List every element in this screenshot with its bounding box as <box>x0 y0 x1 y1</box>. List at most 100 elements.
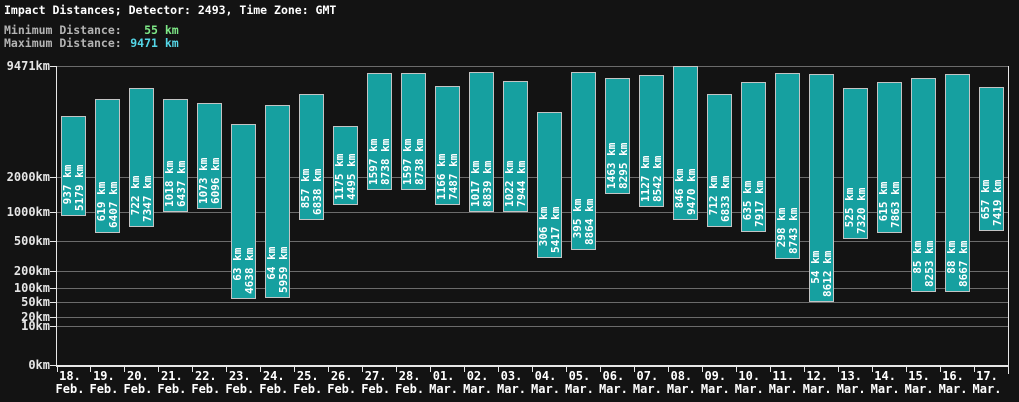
bar-range-label: 1127 km 8542 km <box>639 156 664 202</box>
x-axis-tick <box>599 367 601 372</box>
x-axis-tick <box>192 367 194 372</box>
x-axis-tick <box>701 367 703 372</box>
x-tick-label: 08. Mar. <box>666 369 696 396</box>
bar-min-label: 525 km <box>842 188 856 228</box>
bar-min-label: 1175 km <box>333 153 347 201</box>
y-axis-tick <box>50 364 56 366</box>
bar-max-label: 7863 km <box>888 181 902 229</box>
x-tick-label: 09. Mar. <box>700 369 730 396</box>
x-tick-label: 20. Feb. <box>123 369 153 396</box>
x-axis-tick <box>396 367 398 372</box>
bar-max-label: 8612 km <box>820 250 834 297</box>
y-axis-tick <box>50 212 56 214</box>
bar-range-label: 306 km 5417 km <box>536 206 562 253</box>
gridline <box>57 288 1008 290</box>
max-distance-value: 9471 km <box>130 36 179 50</box>
bar-max-label: 6407 km <box>106 181 120 229</box>
bar-min-label: 1597 km <box>401 138 415 185</box>
max-distance-label: Maximum Distance: <box>4 36 122 50</box>
range-bar: 1073 km 6096 km <box>197 103 223 210</box>
bar-range-label: 937 km 5179 km <box>61 164 86 211</box>
x-tick-label: 03. Mar. <box>497 369 526 396</box>
bar-range-label: 1022 km 7944 km <box>503 160 528 206</box>
range-bar: 635 km 7917 km <box>740 81 766 233</box>
range-bar: 525 km 7320 km <box>842 88 868 240</box>
x-tick-label: 21. Feb. <box>157 369 187 396</box>
x-axis-tick <box>735 367 737 372</box>
bar-max-label: 5179 km <box>72 164 86 211</box>
x-tick-label: 19. Feb. <box>89 369 119 396</box>
bar-min-label: 54 km <box>808 250 822 284</box>
x-axis-tick <box>633 367 635 372</box>
gridline <box>57 240 1008 242</box>
range-bar: 64 km 5959 km <box>265 104 291 299</box>
gridline <box>57 302 1008 304</box>
y-tick-label: 9471km <box>6 58 50 73</box>
range-bar: 1127 km 8542 km <box>638 75 664 208</box>
bar-max-label: 8864 km <box>582 198 596 245</box>
range-bar: 1017 km 8839 km <box>469 72 495 212</box>
range-bar: 306 km 5417 km <box>536 112 562 259</box>
bar-range-label: 85 km 8253 km <box>910 240 936 287</box>
x-axis-tick <box>803 367 805 372</box>
range-bar: 937 km 5179 km <box>61 115 87 216</box>
stats-block: Minimum Distance: 55 km Maximum Distance:… <box>4 24 179 50</box>
range-bar: 1463 km 8295 km <box>604 77 630 195</box>
x-tick-label: 07. Mar. <box>632 369 662 396</box>
min-distance-value: 55 km <box>144 23 179 37</box>
bar-max-label: 8738 km <box>412 138 426 185</box>
y-tick-label: 200km <box>13 263 50 278</box>
y-tick-label: 100km <box>13 281 50 296</box>
bar-max-label: 8839 km <box>480 160 494 207</box>
bar-min-label: 1166 km <box>435 154 449 201</box>
bar-min-label: 306 km <box>536 206 550 247</box>
bar-min-label: 615 km <box>876 181 890 222</box>
bar-max-label: 7347 km <box>140 175 154 222</box>
bar-range-label: 298 km 8743 km <box>775 207 800 255</box>
x-tick-label: 28. Feb. <box>395 369 425 396</box>
x-axis-tick <box>532 367 533 372</box>
range-bar: 298 km 8743 km <box>774 73 800 260</box>
bar-min-label: 85 km <box>910 240 924 275</box>
gridline <box>57 317 1008 319</box>
min-distance-label: Minimum Distance: <box>4 23 122 37</box>
range-bar: 395 km 8864 km <box>570 71 596 250</box>
bar-max-label: 8743 km <box>786 207 800 255</box>
x-axis-line <box>56 365 1009 367</box>
bar-max-label: 6437 km <box>174 160 188 207</box>
bar-max-label: 5959 km <box>276 246 290 294</box>
plot-right-border <box>1008 66 1009 374</box>
range-bar: 846 km 9470 km <box>672 66 698 221</box>
x-axis-tick <box>498 367 500 372</box>
y-tick-label: 1000km <box>6 205 50 220</box>
bar-min-label: 846 km <box>672 168 686 209</box>
bar-max-label: 8738 km <box>378 138 392 185</box>
bar-max-label: 4638 km <box>242 247 256 294</box>
x-tick-label: 16. Mar. <box>938 369 968 396</box>
x-tick-label: 14. Mar. <box>870 369 900 396</box>
range-bar: 1166 km 7487 km <box>435 86 461 206</box>
bar-min-label: 1597 km <box>367 138 381 185</box>
range-bar: 619 km 6407 km <box>95 99 121 234</box>
x-axis-tick <box>430 367 432 372</box>
gridline <box>57 326 1008 328</box>
range-bar: 657 km 7419 km <box>978 87 1004 231</box>
bar-max-label: 7419 km <box>990 179 1004 226</box>
y-axis-tick <box>50 317 56 319</box>
bar-range-label: 619 km 6407 km <box>95 181 120 229</box>
y-tick-label: 500km <box>13 233 50 248</box>
range-bar: 615 km 7863 km <box>876 82 902 234</box>
bar-range-label: 1073 km 6096 km <box>197 158 222 204</box>
range-bar: 1597 km 8738 km <box>401 73 427 190</box>
x-axis-tick <box>362 367 364 372</box>
x-tick-label: 02. Mar. <box>463 369 492 396</box>
bar-range-label: 525 km 7320 km <box>842 188 868 234</box>
bar-max-label: 8295 km <box>616 142 630 190</box>
range-bar: 88 km 8667 km <box>944 73 970 292</box>
x-axis-tick <box>769 367 771 372</box>
bar-range-label: 54 km 8612 km <box>808 250 834 297</box>
min-distance-row: Minimum Distance: 55 km <box>4 24 179 37</box>
y-axis-tick <box>50 176 56 178</box>
bar-range-label: 88 km 8667 km <box>945 240 970 286</box>
x-tick-label: 26. Feb. <box>327 369 357 396</box>
